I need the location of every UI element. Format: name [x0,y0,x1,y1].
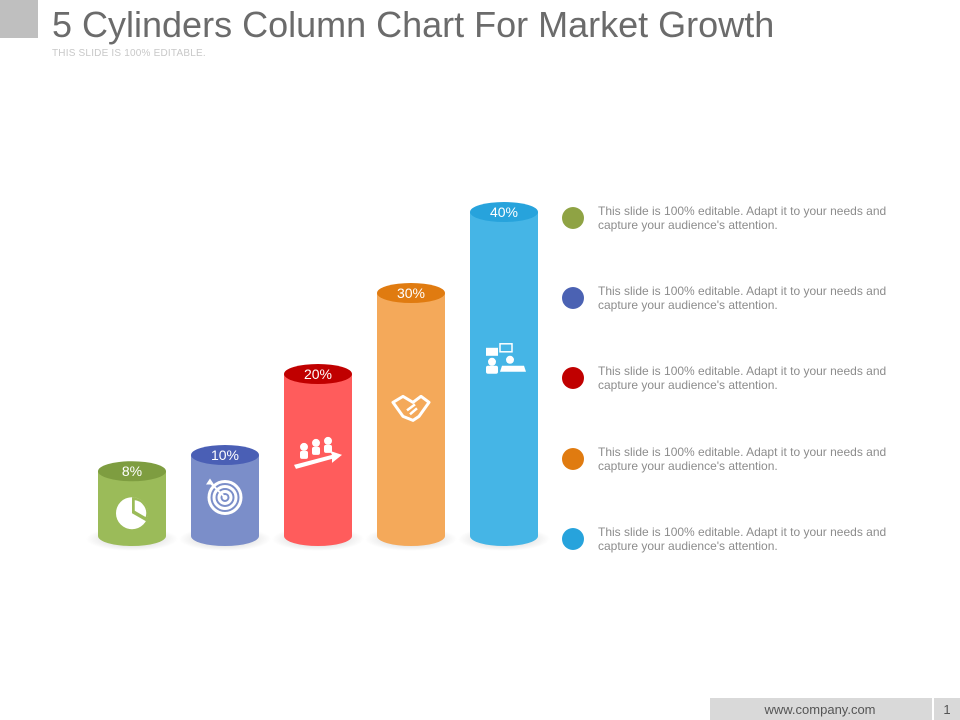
legend-text: This slide is 100% editable. Adapt it to… [598,525,887,553]
legend-item: This slide is 100% editable. Adapt it to… [562,525,892,565]
footer-url: www.company.com [764,702,876,717]
handshake-icon [391,394,431,422]
legend-text: This slide is 100% editable. Adapt it to… [598,445,887,473]
footer-divider [932,698,934,720]
footer-bar: www.company.com 1 [710,698,960,720]
legend-dot [562,367,584,389]
presentation-icon [486,343,526,374]
bar-body [191,455,259,546]
legend-dot [562,287,584,309]
data-label: 30% [397,285,425,301]
bar-top [377,283,445,303]
page-number: 1 [943,702,951,717]
bar-top [284,364,352,384]
legend-item: This slide is 100% editable. Adapt it to… [562,445,892,485]
bar-top [98,461,166,482]
legend-item: This slide is 100% editable. Adapt it to… [562,364,892,404]
data-label: 40% [490,204,518,220]
data-label: 10% [211,447,239,463]
cylinder-bar [272,364,364,551]
bar-top [191,445,259,465]
cylinder-bar [179,445,271,551]
bar-body [470,212,538,546]
corner-accent [0,0,38,38]
data-label: 8% [122,463,142,479]
pie-chart-icon [116,497,149,530]
team-growth-arrow-icon [294,436,342,469]
legend-dot [562,448,584,470]
legend-dot [562,207,584,229]
target-icon [206,478,243,515]
slide-subtitle: THIS SLIDE IS 100% EDITABLE. [52,48,206,59]
slide-title: 5 Cylinders Column Chart For Market Grow… [52,4,775,45]
cylinder-bar [458,202,550,551]
bar-top [470,202,538,222]
legend-text: This slide is 100% editable. Adapt it to… [598,204,887,232]
legend-text: This slide is 100% editable. Adapt it to… [598,364,887,392]
legend-dot [562,528,584,550]
legend-item: This slide is 100% editable. Adapt it to… [562,204,892,244]
data-label: 20% [304,366,332,382]
legend-text: This slide is 100% editable. Adapt it to… [598,284,887,312]
legend-item: This slide is 100% editable. Adapt it to… [562,284,892,324]
cylinder-bar [365,283,457,551]
